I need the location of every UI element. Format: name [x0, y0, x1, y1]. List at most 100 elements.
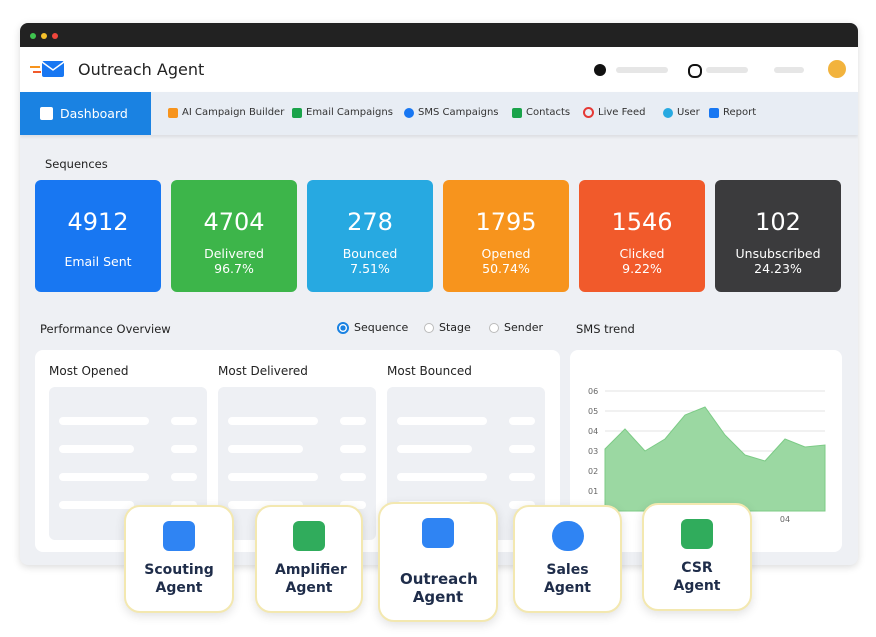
placeholder: [706, 67, 748, 73]
stat-pct: 96.7%: [214, 261, 254, 276]
nav-item[interactable]: Contacts: [512, 107, 570, 118]
nav-item[interactable]: Live Feed: [583, 107, 645, 118]
app-title: Outreach Agent: [78, 60, 205, 79]
agent-icon: [551, 521, 584, 551]
agent-icon: [422, 518, 454, 548]
grid-icon: [40, 107, 53, 120]
label: AI Campaign Builder: [182, 107, 285, 118]
avatar[interactable]: [828, 60, 846, 78]
placeholder: [340, 445, 366, 453]
dashboard-tab[interactable]: Dashboard: [20, 92, 151, 135]
y-tick-label: 05: [588, 407, 598, 416]
placeholder: [59, 417, 149, 425]
radio-label: Sender: [504, 321, 543, 334]
nav-item[interactable]: Email Campaigns: [292, 107, 393, 118]
agent-card[interactable]: CSR Agent: [642, 503, 752, 611]
label: SMS Campaigns: [418, 107, 499, 118]
icon: [709, 107, 719, 118]
stat-label: Bounced: [342, 246, 398, 261]
placeholder: [171, 417, 197, 425]
placeholder: [397, 473, 487, 481]
label: Email Campaigns: [306, 107, 393, 118]
y-tick-label: 02: [588, 467, 598, 476]
agent-name: Scouting Agent: [144, 562, 214, 596]
placeholder: [228, 445, 303, 453]
panel-title: Most Bounced: [387, 364, 472, 378]
section-title: SMS trend: [576, 322, 635, 336]
agent-name: Outreach Agent: [400, 570, 478, 606]
nav-item[interactable]: Report: [709, 107, 756, 118]
icon: [292, 107, 302, 118]
stat-label: Email Sent: [64, 254, 132, 269]
radio-label: Stage: [439, 321, 471, 334]
stat-pct: 7.51%: [350, 261, 390, 276]
panel-title: Most Delivered: [218, 364, 308, 378]
nav-item[interactable]: AI Campaign Builder: [168, 107, 284, 118]
agent-name: CSR Agent: [673, 560, 721, 594]
placeholder: [171, 445, 197, 453]
stat-pct: 9.22%: [622, 261, 662, 276]
label: Live Feed: [598, 107, 646, 118]
label: User: [677, 107, 700, 118]
stat-value: 1546: [611, 208, 673, 236]
radio-option[interactable]: Sender: [489, 321, 543, 334]
help-icon[interactable]: [688, 64, 702, 78]
stat-card[interactable]: 278 Bounced 7.51%: [307, 180, 433, 292]
placeholder: [397, 417, 487, 425]
placeholder: [509, 417, 535, 425]
nav-item[interactable]: SMS Campaigns: [404, 107, 499, 118]
agent-name: Amplifier Agent: [275, 562, 347, 596]
agent-icon: [293, 521, 325, 551]
placeholder: [616, 67, 668, 73]
placeholder: [397, 445, 472, 453]
placeholder: [509, 445, 535, 453]
radio: [337, 321, 349, 334]
placeholder: [509, 473, 535, 481]
agent-card[interactable]: Amplifier Agent: [255, 505, 363, 613]
placeholder: [509, 501, 535, 509]
radio: [424, 322, 434, 333]
stat-label: Unsubscribed: [735, 246, 821, 261]
stat-value: 102: [755, 208, 801, 236]
placeholder: [171, 473, 197, 481]
stat-card[interactable]: 102 Unsubscribed 24.23%: [715, 180, 841, 292]
placeholder: [59, 501, 134, 509]
radio-option[interactable]: Stage: [424, 321, 471, 334]
agent-card[interactable]: Outreach Agent: [378, 502, 498, 622]
stat-card[interactable]: 1795 Opened 50.74%: [443, 180, 569, 292]
area: [604, 406, 826, 512]
logo: [30, 61, 65, 77]
placeholder: [340, 501, 366, 509]
placeholder: [340, 473, 366, 481]
play-icon[interactable]: [594, 64, 606, 76]
icon: [168, 107, 178, 118]
sms-chart: 01 02 03 04 05 06 04: [588, 387, 826, 524]
stat-label: Opened: [481, 246, 531, 261]
stat-pct: 50.74%: [482, 261, 530, 276]
stat-card[interactable]: 4912 Email Sent: [35, 180, 161, 292]
nav-item[interactable]: User: [663, 107, 700, 118]
y-tick-label: 01: [588, 487, 598, 496]
dot: [30, 33, 36, 39]
y-tick-label: 06: [588, 387, 598, 396]
stat-value: 4704: [203, 208, 265, 236]
agent-card[interactable]: Scouting Agent: [124, 505, 234, 613]
panel-title: Most Opened: [49, 364, 129, 378]
stat-value: 1795: [475, 208, 537, 236]
label: Report: [723, 107, 757, 118]
stat-card[interactable]: 4704 Delivered 96.7%: [171, 180, 297, 292]
placeholder: [340, 417, 366, 425]
agent-name: Sales Agent: [543, 562, 591, 596]
icon: [512, 107, 522, 118]
placeholder: [228, 417, 318, 425]
x-tick-label: 04: [780, 515, 790, 524]
stat-card[interactable]: 1546 Clicked 9.22%: [579, 180, 705, 292]
radio-option[interactable]: Sequence: [337, 321, 408, 334]
agent-icon: [681, 519, 713, 549]
placeholder: [59, 473, 149, 481]
agent-card[interactable]: Sales Agent: [513, 505, 622, 613]
stat-label: Delivered: [204, 246, 264, 261]
y-tick-label: 04: [588, 427, 598, 436]
stat-value: 4912: [67, 208, 129, 236]
